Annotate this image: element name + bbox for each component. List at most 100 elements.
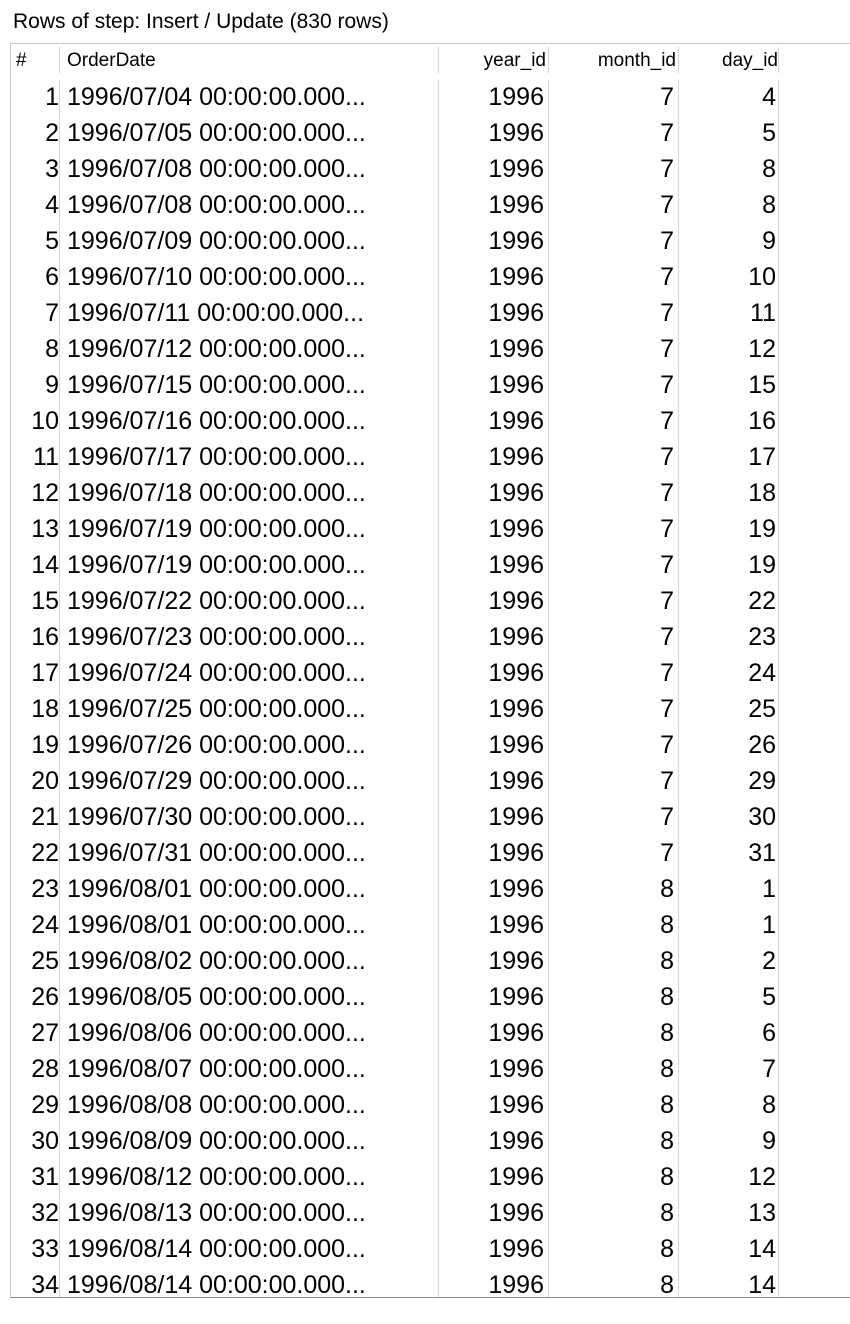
orderdate-cell[interactable]: 1996/08/13 00:00:00.000...	[67, 1199, 366, 1227]
orderdate-cell[interactable]: 1996/08/02 00:00:00.000...	[67, 947, 366, 975]
year-id-cell[interactable]: 1996	[488, 191, 544, 219]
day-id-cell[interactable]: 5	[762, 983, 776, 1011]
month-id-cell[interactable]: 7	[660, 263, 674, 291]
day-id-cell[interactable]: 9	[762, 1127, 776, 1155]
month-id-cell[interactable]: 8	[660, 947, 674, 975]
row-number-cell[interactable]: 33	[31, 1235, 59, 1263]
column-divider[interactable]	[678, 47, 679, 73]
month-id-cell[interactable]: 7	[660, 299, 674, 327]
month-id-cell[interactable]: 7	[660, 659, 674, 687]
year-id-cell[interactable]: 1996	[488, 803, 544, 831]
orderdate-cell[interactable]: 1996/07/04 00:00:00.000...	[67, 83, 366, 111]
orderdate-cell[interactable]: 1996/07/22 00:00:00.000...	[67, 587, 366, 615]
day-id-cell[interactable]: 15	[748, 371, 776, 399]
row-number-cell[interactable]: 17	[31, 659, 59, 687]
year-id-cell[interactable]: 1996	[488, 407, 544, 435]
day-id-cell[interactable]: 5	[762, 119, 776, 147]
table-row[interactable]: 27 1996/08/06 00:00:00.000... 1996 8 6	[11, 1016, 850, 1052]
year-id-cell[interactable]: 1996	[488, 659, 544, 687]
row-number-cell[interactable]: 28	[31, 1055, 59, 1083]
table-row[interactable]: 28 1996/08/07 00:00:00.000... 1996 8 7	[11, 1052, 850, 1088]
year-id-cell[interactable]: 1996	[488, 1127, 544, 1155]
day-id-cell[interactable]: 8	[762, 191, 776, 219]
year-id-cell[interactable]: 1996	[488, 155, 544, 183]
row-number-cell[interactable]: 11	[33, 443, 59, 471]
day-id-cell[interactable]: 17	[748, 443, 776, 471]
table-row[interactable]: 24 1996/08/01 00:00:00.000... 1996 8 1	[11, 908, 850, 944]
day-id-cell[interactable]: 2	[762, 947, 776, 975]
year-id-cell[interactable]: 1996	[488, 299, 544, 327]
month-id-cell[interactable]: 8	[660, 1199, 674, 1227]
month-id-cell[interactable]: 8	[660, 983, 674, 1011]
year-id-cell[interactable]: 1996	[488, 623, 544, 651]
row-number-cell[interactable]: 9	[45, 371, 59, 399]
row-number-cell[interactable]: 27	[31, 1019, 59, 1047]
orderdate-cell[interactable]: 1996/08/14 00:00:00.000...	[67, 1271, 366, 1298]
orderdate-cell[interactable]: 1996/08/05 00:00:00.000...	[67, 983, 366, 1011]
year-id-cell[interactable]: 1996	[488, 875, 544, 903]
month-id-cell[interactable]: 7	[660, 227, 674, 255]
month-id-cell[interactable]: 7	[660, 155, 674, 183]
day-id-cell[interactable]: 12	[748, 1163, 776, 1191]
month-id-cell[interactable]: 8	[660, 1019, 674, 1047]
table-row[interactable]: 33 1996/08/14 00:00:00.000... 1996 8 14	[11, 1232, 850, 1268]
day-id-cell[interactable]: 6	[762, 1019, 776, 1047]
day-id-cell[interactable]: 14	[748, 1271, 776, 1298]
row-number-cell[interactable]: 25	[31, 947, 59, 975]
year-id-cell[interactable]: 1996	[488, 911, 544, 939]
month-id-cell[interactable]: 8	[660, 911, 674, 939]
orderdate-cell[interactable]: 1996/07/15 00:00:00.000...	[67, 371, 366, 399]
column-divider[interactable]	[59, 47, 60, 73]
table-row[interactable]: 26 1996/08/05 00:00:00.000... 1996 8 5	[11, 980, 850, 1016]
row-number-cell[interactable]: 19	[31, 731, 59, 759]
year-id-cell[interactable]: 1996	[488, 479, 544, 507]
year-id-cell[interactable]: 1996	[488, 947, 544, 975]
row-number-cell[interactable]: 13	[31, 515, 59, 543]
day-id-cell[interactable]: 13	[748, 1199, 776, 1227]
year-id-cell[interactable]: 1996	[488, 227, 544, 255]
month-id-cell[interactable]: 7	[660, 767, 674, 795]
month-id-cell[interactable]: 7	[660, 407, 674, 435]
orderdate-cell[interactable]: 1996/08/01 00:00:00.000...	[67, 911, 366, 939]
day-id-cell[interactable]: 9	[762, 227, 776, 255]
row-number-cell[interactable]: 2	[45, 119, 59, 147]
orderdate-cell[interactable]: 1996/08/12 00:00:00.000...	[67, 1163, 366, 1191]
year-id-cell[interactable]: 1996	[488, 443, 544, 471]
table-row[interactable]: 29 1996/08/08 00:00:00.000... 1996 8 8	[11, 1088, 850, 1124]
column-divider[interactable]	[548, 47, 549, 73]
month-id-cell[interactable]: 7	[660, 839, 674, 867]
orderdate-cell[interactable]: 1996/07/24 00:00:00.000...	[67, 659, 366, 687]
year-id-cell[interactable]: 1996	[488, 1019, 544, 1047]
orderdate-cell[interactable]: 1996/07/25 00:00:00.000...	[67, 695, 366, 723]
table-row[interactable]: 12 1996/07/18 00:00:00.000... 1996 7 18	[11, 476, 850, 512]
day-id-cell[interactable]: 1	[762, 875, 776, 903]
orderdate-cell[interactable]: 1996/08/07 00:00:00.000...	[67, 1055, 366, 1083]
orderdate-cell[interactable]: 1996/07/10 00:00:00.000...	[67, 263, 366, 291]
month-id-cell[interactable]: 8	[660, 1235, 674, 1263]
year-id-cell[interactable]: 1996	[488, 119, 544, 147]
year-id-cell[interactable]: 1996	[488, 1055, 544, 1083]
table-row[interactable]: 1 1996/07/04 00:00:00.000... 1996 7 4	[11, 80, 850, 116]
orderdate-cell[interactable]: 1996/07/29 00:00:00.000...	[67, 767, 366, 795]
orderdate-cell[interactable]: 1996/08/09 00:00:00.000...	[67, 1127, 366, 1155]
day-id-cell[interactable]: 16	[748, 407, 776, 435]
row-number-cell[interactable]: 20	[31, 767, 59, 795]
month-id-cell[interactable]: 7	[660, 119, 674, 147]
table-row[interactable]: 2 1996/07/05 00:00:00.000... 1996 7 5	[11, 116, 850, 152]
table-row[interactable]: 8 1996/07/12 00:00:00.000... 1996 7 12	[11, 332, 850, 368]
year-id-cell[interactable]: 1996	[488, 1271, 544, 1298]
year-id-cell[interactable]: 1996	[488, 1235, 544, 1263]
month-id-cell[interactable]: 8	[660, 1055, 674, 1083]
table-row[interactable]: 17 1996/07/24 00:00:00.000... 1996 7 24	[11, 656, 850, 692]
year-id-cell[interactable]: 1996	[488, 1163, 544, 1191]
table-row[interactable]: 32 1996/08/13 00:00:00.000... 1996 8 13	[11, 1196, 850, 1232]
orderdate-cell[interactable]: 1996/07/16 00:00:00.000...	[67, 407, 366, 435]
day-id-cell[interactable]: 4	[762, 83, 776, 111]
row-number-cell[interactable]: 6	[45, 263, 59, 291]
orderdate-cell[interactable]: 1996/07/09 00:00:00.000...	[67, 227, 366, 255]
year-id-cell[interactable]: 1996	[488, 587, 544, 615]
row-number-cell[interactable]: 24	[31, 911, 59, 939]
row-number-cell[interactable]: 15	[31, 587, 59, 615]
row-number-cell[interactable]: 21	[31, 803, 59, 831]
month-id-cell[interactable]: 7	[660, 191, 674, 219]
